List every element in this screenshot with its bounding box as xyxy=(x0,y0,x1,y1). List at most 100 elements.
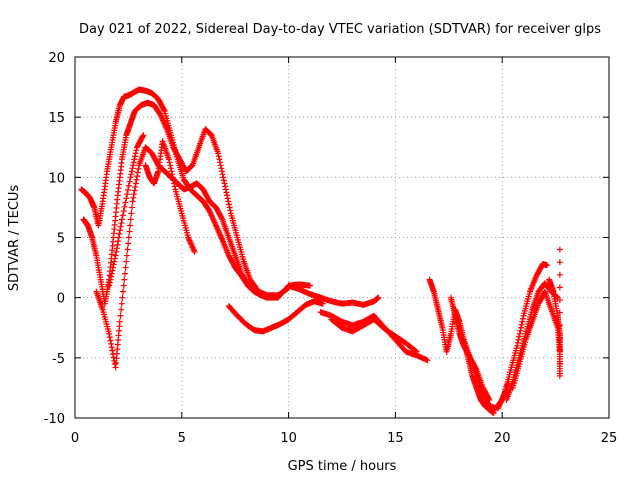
data-point xyxy=(135,165,142,172)
data-point xyxy=(129,165,136,172)
data-point xyxy=(128,171,135,178)
data-point xyxy=(133,176,140,183)
data-point xyxy=(167,165,174,172)
data-point xyxy=(223,189,230,196)
axis-ticks xyxy=(74,56,610,419)
data-point xyxy=(111,255,118,262)
y-tick-label: -5 xyxy=(52,352,65,367)
data-point xyxy=(106,330,113,337)
data-point xyxy=(121,276,128,283)
data-point xyxy=(110,261,117,268)
data-point xyxy=(140,132,147,139)
data-point xyxy=(125,240,132,247)
x-tick-label: 15 xyxy=(387,431,404,446)
data-point xyxy=(118,306,125,313)
data-point xyxy=(250,287,257,294)
data-point xyxy=(123,258,130,265)
data-point xyxy=(129,204,136,211)
data-point xyxy=(124,191,131,198)
data-point xyxy=(171,180,178,187)
data-point xyxy=(517,324,524,331)
data-point xyxy=(519,315,526,322)
data-point xyxy=(130,191,137,198)
data-point xyxy=(106,279,113,286)
data-point xyxy=(119,212,126,219)
data-point xyxy=(113,245,120,252)
y-tick-label: 15 xyxy=(48,111,65,126)
data-point xyxy=(516,330,523,337)
data-point xyxy=(556,259,563,266)
data-point xyxy=(215,150,222,157)
data-point xyxy=(114,241,121,248)
data-point xyxy=(108,273,115,280)
data-point xyxy=(134,169,141,176)
data-point xyxy=(219,171,226,178)
data-point xyxy=(130,159,137,166)
data-point xyxy=(106,334,113,341)
data-point xyxy=(556,246,563,253)
data-point xyxy=(413,348,420,355)
data-point xyxy=(111,361,118,368)
data-point xyxy=(122,199,129,206)
data-point xyxy=(112,252,119,259)
data-point xyxy=(132,153,139,160)
data-point xyxy=(132,150,139,157)
data-point xyxy=(126,228,133,235)
data-point xyxy=(118,216,125,223)
data-point xyxy=(134,173,141,180)
data-point xyxy=(220,174,227,181)
data-point xyxy=(131,187,138,194)
y-tick-label: 0 xyxy=(57,292,65,307)
data-point xyxy=(123,252,130,259)
data-point xyxy=(207,131,214,138)
data-point xyxy=(165,156,172,163)
y-tick-label: -10 xyxy=(44,412,65,427)
data-point xyxy=(218,165,225,172)
data-point xyxy=(217,159,224,166)
data-points xyxy=(78,86,563,417)
data-point xyxy=(222,186,229,193)
data-point xyxy=(139,133,146,140)
data-point xyxy=(191,248,198,255)
x-tick-label: 20 xyxy=(494,431,511,446)
data-point xyxy=(544,262,551,269)
y-tick-label: 20 xyxy=(48,51,65,66)
x-tick-label: 25 xyxy=(601,431,618,446)
data-point xyxy=(118,300,125,307)
data-point xyxy=(116,230,123,237)
data-point xyxy=(126,178,133,185)
data-point xyxy=(516,333,523,340)
data-point xyxy=(375,294,382,301)
data-point xyxy=(518,321,525,328)
data-point xyxy=(412,347,419,354)
data-point xyxy=(224,195,231,202)
data-point xyxy=(124,246,131,253)
data-point xyxy=(188,163,195,170)
data-point xyxy=(226,201,233,208)
data-point xyxy=(170,177,177,184)
data-point xyxy=(127,222,134,229)
data-point xyxy=(556,309,563,316)
data-point xyxy=(133,147,140,154)
data-point xyxy=(169,174,176,181)
tick-labels: 0 5 10 15 20 25 -10 -5 0 5 10 15 20 xyxy=(44,51,618,446)
y-tick-label: 5 xyxy=(57,232,65,247)
data-point xyxy=(121,270,128,277)
data-point xyxy=(167,162,174,169)
data-point xyxy=(319,300,326,307)
data-point xyxy=(120,282,127,289)
data-point xyxy=(118,220,125,227)
data-point xyxy=(117,312,124,319)
data-point xyxy=(216,156,223,163)
data-point xyxy=(556,297,563,304)
data-point xyxy=(556,322,563,329)
data-point xyxy=(110,354,117,361)
y-axis-label: SDTVAR / TECUs xyxy=(7,185,22,292)
data-point xyxy=(128,168,135,175)
data-point xyxy=(107,276,114,283)
data-point xyxy=(514,339,521,346)
data-point xyxy=(123,195,130,202)
x-axis-label: GPS time / hours xyxy=(288,459,397,474)
data-point xyxy=(129,198,136,205)
